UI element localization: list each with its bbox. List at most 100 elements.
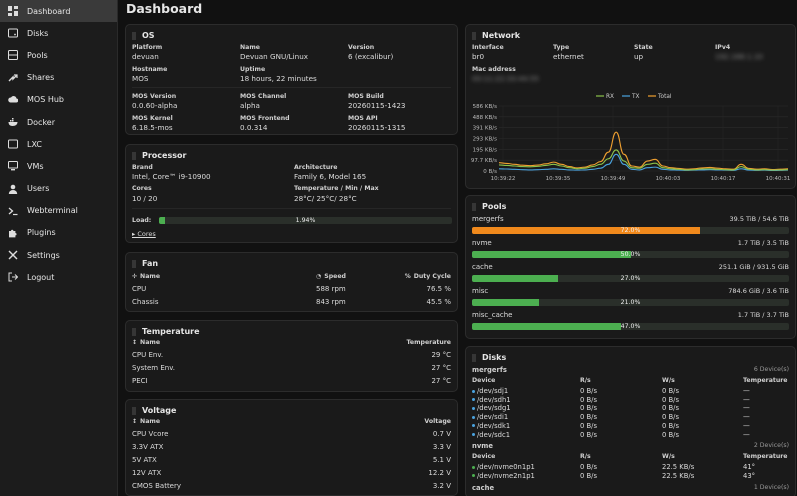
mos-api-value: 20260115-1315 xyxy=(348,123,406,132)
x-tick-label: 10:39:35 xyxy=(546,176,571,182)
page-title: Dashboard xyxy=(126,1,203,16)
drag-handle-icon[interactable] xyxy=(132,259,136,268)
fan-row-name: CPU xyxy=(132,285,147,293)
network-card: Network Interface br0 Type ethernet Stat… xyxy=(465,24,796,189)
status-dot-icon xyxy=(472,415,475,419)
pool-usage-bar: 72.0% xyxy=(472,227,789,234)
fan-card: Fan ✢ Name ◔ Speed % Duty Cycle CPU 588 rpm… xyxy=(125,252,458,312)
disk-row-read: 0 B/s xyxy=(580,404,597,413)
status-dot-icon xyxy=(472,406,475,410)
interface-label: Interface xyxy=(472,44,504,51)
y-tick-label: 195 KB/s xyxy=(473,147,497,153)
disk-row-read: 0 B/s xyxy=(580,471,597,480)
voltage-row-name: 12V ATX xyxy=(132,469,162,477)
voltage-row-name: 3.3V ATX xyxy=(132,443,164,451)
legend-label[interactable]: RX xyxy=(606,94,614,100)
cores-toggle-link[interactable]: ▸ Cores xyxy=(132,230,156,238)
pool-usage-text: 21.0% xyxy=(620,299,641,306)
disk-row-device: /dev/sdj1 xyxy=(472,387,508,395)
pool-name: nvme xyxy=(472,239,492,247)
sidebar-item-pools[interactable]: Pools xyxy=(0,44,117,66)
legend-label[interactable]: TX xyxy=(631,94,640,100)
drag-handle-icon[interactable] xyxy=(132,406,136,415)
processor-card: Processor Brand Intel, Core™ i9-10900 Ar… xyxy=(125,144,458,243)
disk-group-count: 1 Device(s) xyxy=(753,483,789,491)
sidebar-item-disks[interactable]: Disks xyxy=(0,22,117,44)
voltage-row-name: CMOS Battery xyxy=(132,482,182,490)
disk-col-temperature: Temperature xyxy=(743,377,788,384)
disk-group-name: cache xyxy=(472,483,495,492)
arch-label: Architecture xyxy=(294,164,338,171)
sidebar-item-settings[interactable]: Settings xyxy=(0,244,117,266)
pool-usage-fill xyxy=(472,251,631,258)
drag-handle-icon[interactable] xyxy=(132,31,136,40)
disk-row-write: 22.5 KB/s xyxy=(662,463,695,472)
pool-usage-text: 47.0% xyxy=(620,323,641,330)
drag-handle-icon[interactable] xyxy=(132,151,136,160)
disk-row-device: /dev/nvme2n1p1 xyxy=(472,472,535,480)
disks-card-title: Disks xyxy=(472,353,506,362)
sidebar-item-logout[interactable]: Logout xyxy=(0,266,117,288)
fan-row-speed: 588 rpm xyxy=(316,285,346,293)
brand-value: Intel, Core™ i9-10900 xyxy=(132,172,211,181)
status-dot-icon xyxy=(472,465,475,469)
cpu-load-bar: 1.94% xyxy=(159,217,452,224)
y-tick-label: 293 KB/s xyxy=(473,137,497,143)
y-tick-label: 488 KB/s xyxy=(473,115,497,121)
sidebar-item-mos-hub[interactable]: MOS Hub xyxy=(0,89,117,111)
drag-handle-icon[interactable] xyxy=(472,31,476,40)
disk-row-temp: — xyxy=(743,395,750,404)
legend-label[interactable]: Total xyxy=(657,94,672,100)
sidebar-item-plugins[interactable]: Plugins xyxy=(0,222,117,244)
status-dot-icon xyxy=(472,433,475,436)
voltage-row-value: 3.3 V xyxy=(432,443,451,451)
mac-label: Mac address xyxy=(472,66,516,73)
pool-name: mergerfs xyxy=(472,215,504,223)
sort-icon: ↕ xyxy=(132,418,138,425)
disk-row-write: 22.5 KB/s xyxy=(662,471,695,480)
brand-label: Brand xyxy=(132,164,153,171)
sidebar-item-label: Dashboard xyxy=(27,6,71,16)
sidebar-item-webterminal[interactable]: Webterminal xyxy=(0,200,117,222)
voltage-row-name: CPU Vcore xyxy=(132,430,169,438)
name-label: Name xyxy=(240,44,260,51)
disk-row-device: /dev/sdi1 xyxy=(472,413,508,421)
sidebar-item-lxc[interactable]: LXC xyxy=(0,133,117,155)
disk-row-read: 0 B/s xyxy=(580,463,597,472)
divider xyxy=(132,87,451,88)
voltage-col-name: ↕ Name xyxy=(132,418,161,425)
name-value: Devuan GNU/Linux xyxy=(240,52,309,61)
disk-row-write: 0 B/s xyxy=(662,413,679,422)
drag-handle-icon[interactable] xyxy=(472,353,476,362)
voltage-row-value: 12.2 V xyxy=(428,469,451,477)
x-tick-label: 10:40:31 xyxy=(766,176,791,182)
sidebar-item-docker[interactable]: Docker xyxy=(0,111,117,133)
pool-usage-fill xyxy=(472,299,539,306)
sidebar-item-users[interactable]: Users xyxy=(0,178,117,200)
y-tick-label: 586 KB/s xyxy=(473,104,497,110)
x-tick-label: 10:39:49 xyxy=(601,176,626,182)
sidebar-item-shares[interactable]: Shares xyxy=(0,67,117,89)
fan-col-speed: ◔ Speed xyxy=(316,273,346,280)
sidebar-item-label: Plugins xyxy=(27,228,56,238)
drag-handle-icon[interactable] xyxy=(132,327,136,336)
disk-row-device: /dev/sdc1 xyxy=(472,431,510,439)
fan-row-speed: 843 rpm xyxy=(316,298,346,306)
gauge-icon: ◔ xyxy=(316,273,322,280)
disk-col-write: W/s xyxy=(662,453,675,461)
pool-usage-bar: 21.0% xyxy=(472,299,789,306)
drag-handle-icon[interactable] xyxy=(472,202,476,211)
logout-icon xyxy=(8,272,18,282)
voltage-row-value: 3.2 V xyxy=(432,482,451,490)
y-tick-label: 0 B/s xyxy=(483,169,497,175)
fan-row-name: Chassis xyxy=(132,298,159,306)
disk-group-count: 2 Device(s) xyxy=(753,442,789,450)
status-dot-icon xyxy=(472,398,475,402)
sidebar-item-dashboard[interactable]: Dashboard xyxy=(0,0,117,23)
sidebar-item-vms[interactable]: VMs xyxy=(0,155,117,177)
lxc-icon xyxy=(8,139,18,149)
y-tick-label: 391 KB/s xyxy=(473,126,497,132)
cpu-temp-value: 28°C/ 25°C/ 28°C xyxy=(294,194,357,203)
temp-col-temperature: Temperature xyxy=(406,339,451,346)
share-icon xyxy=(8,73,18,83)
